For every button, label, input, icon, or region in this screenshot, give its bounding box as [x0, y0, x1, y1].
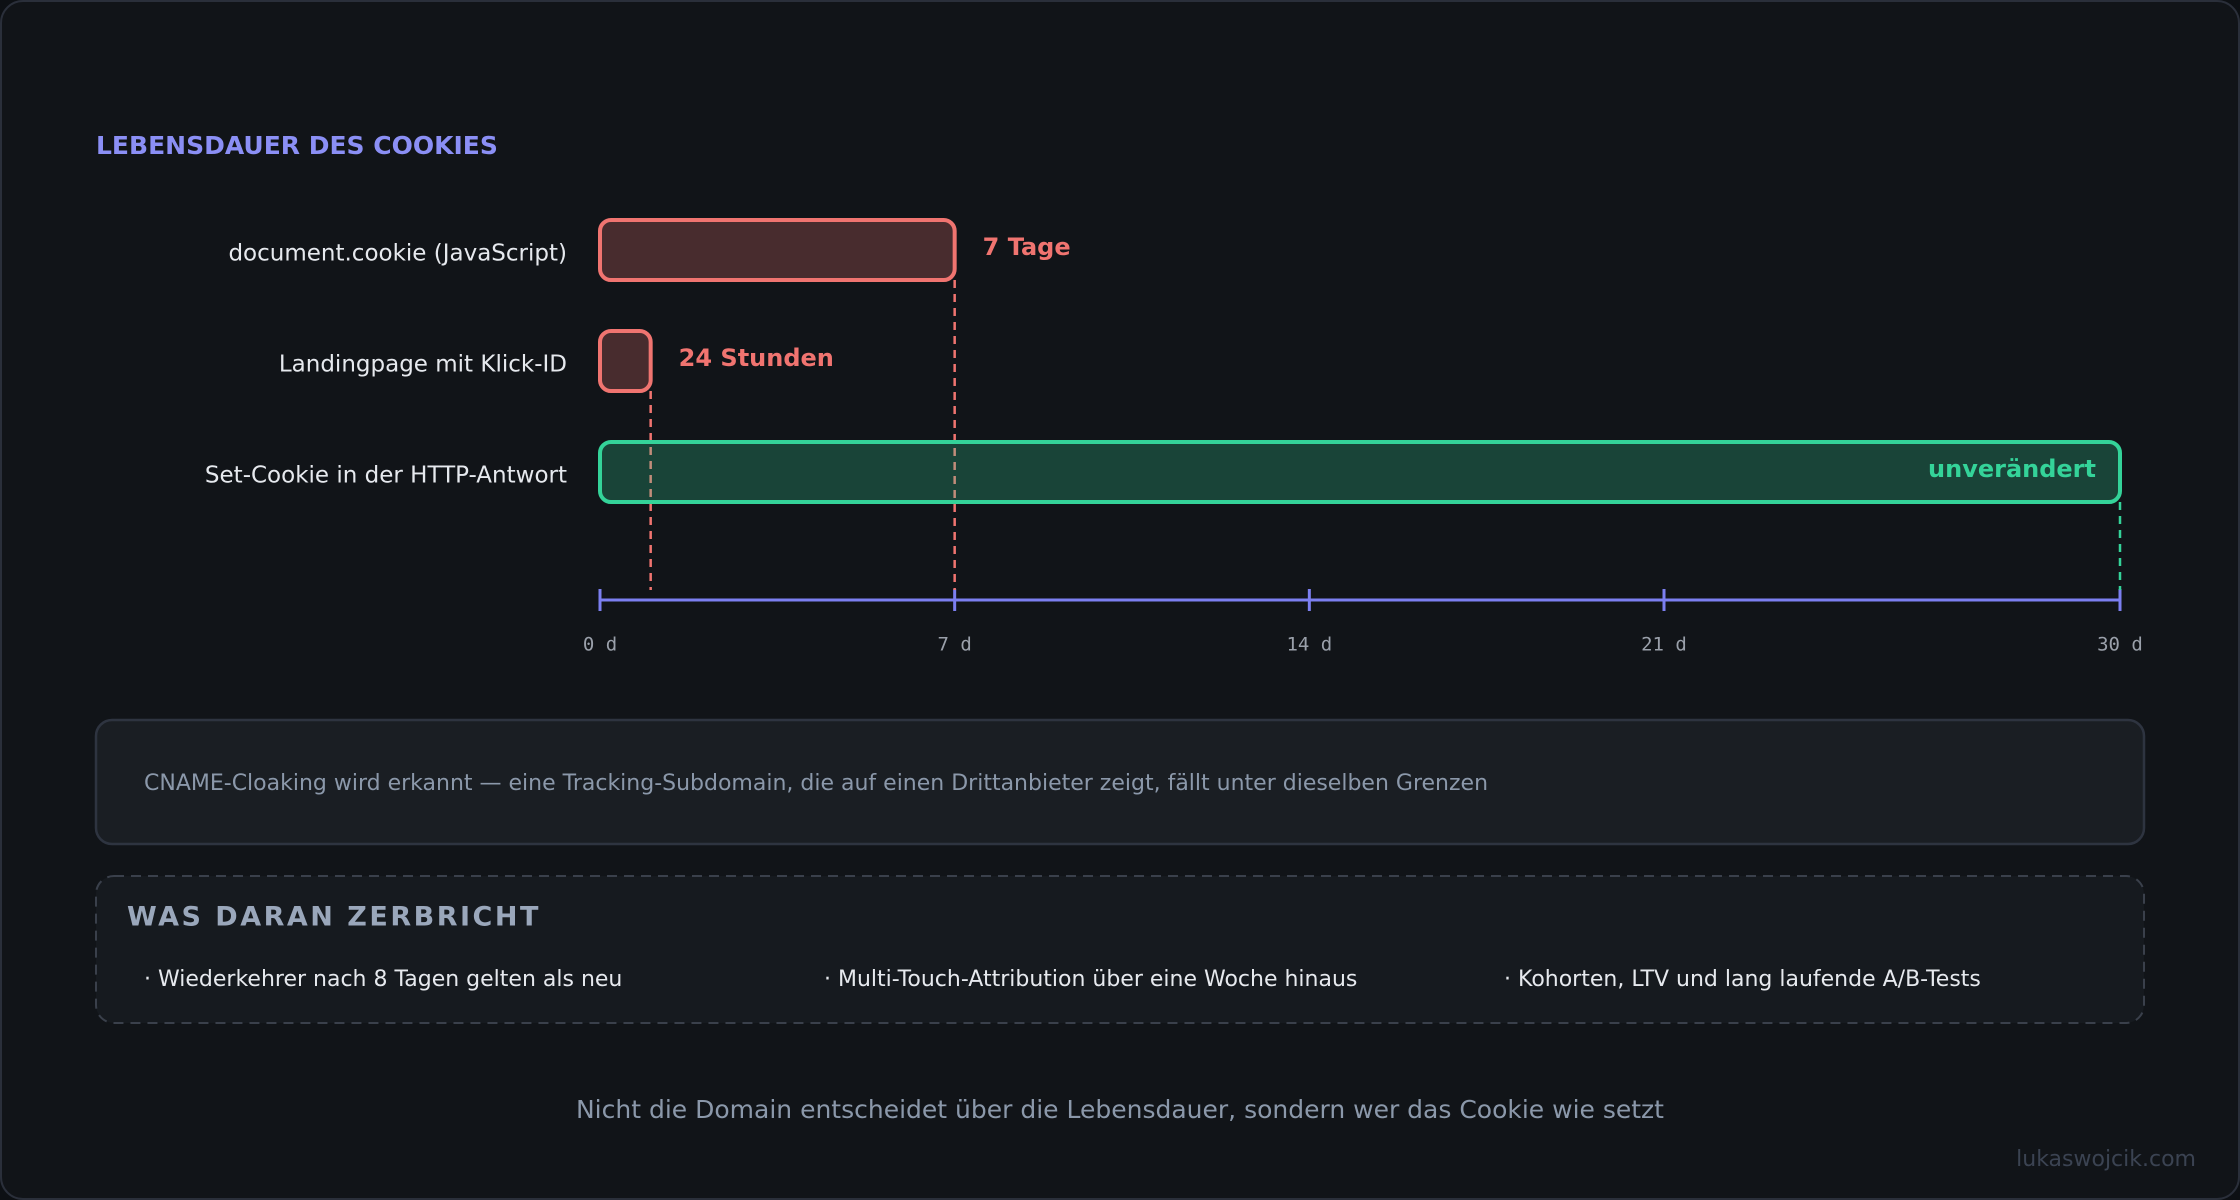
breaks-box: [95, 875, 2145, 1024]
x-tick-label: 7 d: [938, 634, 972, 656]
note-box: [94, 718, 2146, 846]
chart-title: LEBENSDAUER DES COOKIES: [96, 131, 498, 160]
credit: lukaswojcik.com: [2016, 1147, 2196, 1172]
breaks-item: · Wiederkehrer nach 8 Tagen gelten als n…: [144, 967, 622, 992]
y-tick-label: Set-Cookie in der HTTP-Antwort: [205, 463, 567, 489]
bar: [598, 440, 2122, 504]
bar: [598, 218, 957, 282]
breaks-item: · Kohorten, LTV und lang laufende A/B-Te…: [1504, 967, 1981, 992]
value-label: unverändert: [1928, 455, 2096, 483]
footer: Nicht die Domain entscheidet über die Le…: [576, 1095, 1664, 1124]
y-tick-label: document.cookie (JavaScript): [228, 241, 567, 267]
x-tick-label: 0 d: [583, 634, 617, 656]
x-tick-label: 30 d: [2097, 634, 2143, 656]
breaks-item: · Multi-Touch-Attribution über eine Woch…: [824, 967, 1357, 992]
note-text: CNAME-Cloaking wird erkannt — eine Track…: [144, 771, 1488, 796]
x-tick-label: 14 d: [1286, 634, 1332, 656]
value-label: 7 Tage: [983, 233, 1071, 261]
y-tick-label: Landingpage mit Klick-ID: [279, 352, 567, 378]
breaks-title: WAS DARAN ZERBRICHT: [127, 902, 541, 933]
x-tick-label: 21 d: [1641, 634, 1687, 656]
bar: [598, 329, 653, 393]
value-label: 24 Stunden: [679, 344, 834, 372]
